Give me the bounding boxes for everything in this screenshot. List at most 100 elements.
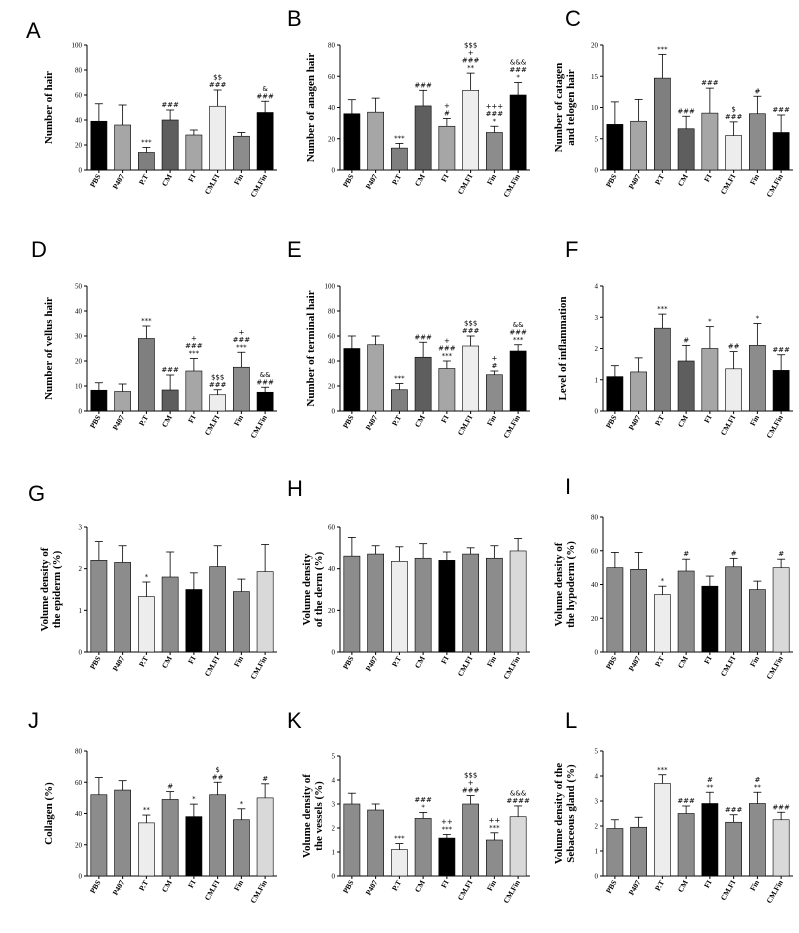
bar-P407 bbox=[114, 124, 132, 171]
y-tick-label: 0 bbox=[595, 649, 599, 657]
bar-CM bbox=[677, 128, 695, 171]
bar-FI bbox=[438, 125, 456, 171]
y-tick-label: 60 bbox=[328, 333, 336, 341]
bar-Fin bbox=[485, 557, 503, 653]
significance-label: ### bbox=[677, 107, 695, 115]
y-tick-label: 20 bbox=[328, 607, 336, 615]
x-tick-label: FI bbox=[702, 878, 714, 889]
x-tick-label: PBS bbox=[88, 655, 103, 671]
x-tick-label: CM.FI bbox=[719, 413, 738, 437]
x-tick-label: P407 bbox=[364, 654, 380, 672]
y-axis-title: Volume density ofthe vessels (%) bbox=[301, 774, 325, 858]
significance-label: ### bbox=[462, 327, 480, 335]
bar-FI bbox=[701, 112, 719, 171]
y-tick-label: 40 bbox=[328, 565, 336, 573]
panel-E: E Number of terminal hair 0 20 40 60 80 100 PBS P… bbox=[287, 237, 530, 440]
x-tick-label: FI bbox=[186, 654, 198, 665]
significance-label: ### bbox=[462, 57, 480, 65]
x-tick-label: Fin bbox=[748, 878, 762, 893]
x-tick-label: CM bbox=[413, 173, 427, 188]
significance-label: ### bbox=[772, 106, 790, 114]
bar-CM.Fin bbox=[772, 819, 790, 877]
significance-label: $$$ bbox=[464, 42, 477, 50]
y-axis-title: Volume density ofthe epiderm (%) bbox=[39, 547, 63, 631]
bar-PBS bbox=[606, 828, 624, 877]
bar-CM.Fin bbox=[509, 816, 527, 877]
bar-Fin bbox=[233, 366, 250, 412]
y-tick-label: 4 bbox=[332, 777, 336, 785]
x-tick-label: CM.Fin bbox=[248, 413, 269, 440]
y-tick-label: 2 bbox=[595, 823, 599, 831]
significance-label: # bbox=[683, 550, 689, 558]
bar-FI bbox=[185, 370, 203, 412]
significance-label: + bbox=[444, 337, 450, 345]
bar-FI bbox=[185, 816, 203, 877]
x-tick-label: FI bbox=[439, 172, 451, 183]
panel-H: H Volume densityof the derm (%) 0 20 40 60 PBS… bbox=[287, 476, 530, 681]
x-tick-label: CM bbox=[676, 655, 690, 670]
bar-P407 bbox=[630, 120, 647, 171]
y-tick-label: 40 bbox=[328, 104, 336, 112]
significance-label: * bbox=[516, 74, 520, 82]
y-tick-label: 3 bbox=[595, 314, 599, 322]
significance-label: *** bbox=[657, 305, 668, 313]
x-tick-label: PBS bbox=[341, 879, 356, 895]
panel-J: J Collagen (%) 0 20 40 60 80 PBS P407 ** P.T # CM * FI… bbox=[28, 708, 277, 905]
bar-CM.FI bbox=[462, 90, 479, 171]
x-tick-label: PBS bbox=[604, 879, 619, 895]
y-axis-title-line: Volume density of bbox=[301, 774, 313, 858]
bar-Fin bbox=[485, 132, 503, 171]
y-tick-label: 20 bbox=[591, 615, 599, 623]
y-axis-title-line: Number of catagen bbox=[553, 63, 565, 153]
panel-I: I Volume density ofthe hypoderm (%) 0 20 40 6… bbox=[553, 474, 793, 681]
significance-label: + bbox=[491, 355, 497, 363]
y-tick-label: 40 bbox=[75, 308, 83, 316]
y-tick-label: 0 bbox=[79, 408, 83, 416]
x-tick-label: Fin bbox=[748, 172, 762, 187]
bar-P.T bbox=[653, 77, 671, 171]
significance-label: # bbox=[707, 776, 713, 784]
significance-label: &&& bbox=[510, 59, 527, 67]
y-tick-label: 1 bbox=[595, 376, 599, 384]
x-tick-label: CM.Fin bbox=[248, 654, 269, 681]
significance-label: # bbox=[491, 362, 497, 370]
y-tick-label: 80 bbox=[75, 748, 83, 756]
x-tick-label: CM.FI bbox=[203, 413, 222, 437]
bar-P407 bbox=[367, 111, 384, 171]
bar-P.T bbox=[138, 596, 155, 653]
significance-label: * bbox=[240, 800, 244, 808]
significance-label: ### bbox=[772, 346, 790, 354]
bar-CM.Fin bbox=[256, 112, 274, 171]
bar-P407 bbox=[367, 553, 384, 653]
y-tick-label: 10 bbox=[591, 104, 599, 112]
panel-letter-I: I bbox=[565, 474, 571, 499]
significance-label: ## bbox=[212, 773, 224, 781]
y-tick-label: 100 bbox=[325, 283, 336, 291]
significance-label: # bbox=[444, 109, 450, 117]
y-axis-title-line: the vessels (%) bbox=[313, 781, 325, 851]
bar-CM bbox=[161, 119, 179, 171]
bar-P.T bbox=[138, 338, 155, 412]
significance-label: # bbox=[778, 550, 784, 558]
bar-PBS bbox=[90, 120, 108, 171]
bar-P.T bbox=[138, 152, 155, 171]
x-tick-label: CM.Fin bbox=[764, 878, 785, 905]
significance-label: ### bbox=[161, 101, 179, 109]
bar-PBS bbox=[343, 555, 361, 653]
significance-label: ### bbox=[701, 79, 719, 87]
bar-P.T bbox=[653, 783, 671, 877]
x-tick-label: PBS bbox=[604, 655, 619, 671]
x-tick-label: CM bbox=[160, 414, 174, 429]
y-axis-title-line: Collagen (%) bbox=[43, 782, 55, 845]
bar-Fin bbox=[233, 591, 250, 653]
significance-label: # bbox=[731, 549, 737, 557]
significance-label: ### bbox=[161, 366, 179, 374]
y-tick-label: 2 bbox=[595, 345, 599, 353]
panel-G: G Volume density ofthe epiderm (%) 0 1 2 3 PBS… bbox=[28, 481, 277, 681]
x-tick-label: FI bbox=[439, 413, 451, 424]
y-tick-label: 50 bbox=[75, 283, 83, 291]
bar-PBS bbox=[343, 348, 361, 412]
bar-CM.Fin bbox=[772, 567, 790, 653]
x-tick-label: P407 bbox=[364, 172, 380, 190]
